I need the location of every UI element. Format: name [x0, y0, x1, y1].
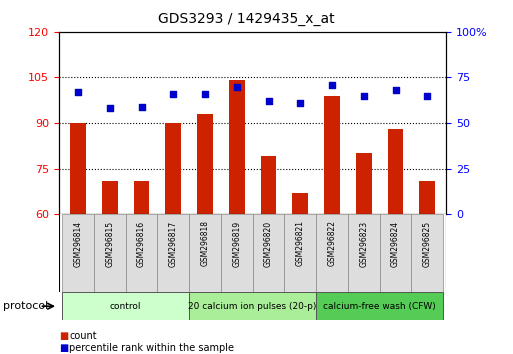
Bar: [419, 181, 435, 214]
Bar: [261, 156, 277, 214]
Text: GSM296823: GSM296823: [359, 221, 368, 267]
Bar: [189, 214, 221, 292]
Text: calcium-free wash (CFW): calcium-free wash (CFW): [323, 302, 436, 311]
Bar: [388, 129, 403, 214]
Bar: [229, 80, 245, 214]
Text: ■: ■: [59, 343, 68, 353]
Bar: [70, 123, 86, 214]
Point: [328, 82, 336, 87]
Bar: [324, 96, 340, 214]
Point: [360, 93, 368, 98]
Bar: [316, 292, 443, 320]
Text: 20 calcium ion pulses (20-p): 20 calcium ion pulses (20-p): [188, 302, 317, 311]
Bar: [284, 214, 316, 292]
Text: count: count: [69, 331, 97, 341]
Text: ■: ■: [59, 331, 68, 341]
Bar: [221, 214, 253, 292]
Bar: [292, 193, 308, 214]
Bar: [165, 123, 181, 214]
Bar: [253, 214, 284, 292]
Text: GSM296821: GSM296821: [296, 221, 305, 267]
Point: [169, 91, 177, 97]
Point: [201, 91, 209, 97]
Text: GSM296818: GSM296818: [201, 221, 209, 267]
Text: GSM296815: GSM296815: [105, 221, 114, 267]
Point: [233, 84, 241, 89]
Bar: [133, 181, 149, 214]
Text: GSM296822: GSM296822: [327, 221, 337, 267]
Bar: [62, 292, 189, 320]
Bar: [94, 214, 126, 292]
Point: [423, 93, 431, 98]
Text: GSM296816: GSM296816: [137, 221, 146, 267]
Bar: [411, 214, 443, 292]
Bar: [157, 214, 189, 292]
Bar: [197, 114, 213, 214]
Bar: [126, 214, 157, 292]
Bar: [62, 214, 94, 292]
Bar: [316, 214, 348, 292]
Point: [106, 105, 114, 111]
Text: GDS3293 / 1429435_x_at: GDS3293 / 1429435_x_at: [158, 12, 334, 27]
Text: GSM296825: GSM296825: [423, 221, 432, 267]
Bar: [380, 214, 411, 292]
Bar: [102, 181, 117, 214]
Point: [74, 89, 82, 95]
Text: protocol: protocol: [3, 301, 48, 311]
Text: GSM296817: GSM296817: [169, 221, 178, 267]
Bar: [348, 214, 380, 292]
Point: [264, 98, 272, 104]
Bar: [189, 292, 316, 320]
Text: GSM296820: GSM296820: [264, 221, 273, 267]
Text: GSM296814: GSM296814: [73, 221, 83, 267]
Point: [296, 100, 304, 106]
Text: percentile rank within the sample: percentile rank within the sample: [69, 343, 234, 353]
Point: [391, 87, 400, 93]
Text: control: control: [110, 302, 142, 311]
Bar: [356, 153, 372, 214]
Text: GSM296819: GSM296819: [232, 221, 241, 267]
Text: GSM296824: GSM296824: [391, 221, 400, 267]
Point: [137, 104, 146, 109]
